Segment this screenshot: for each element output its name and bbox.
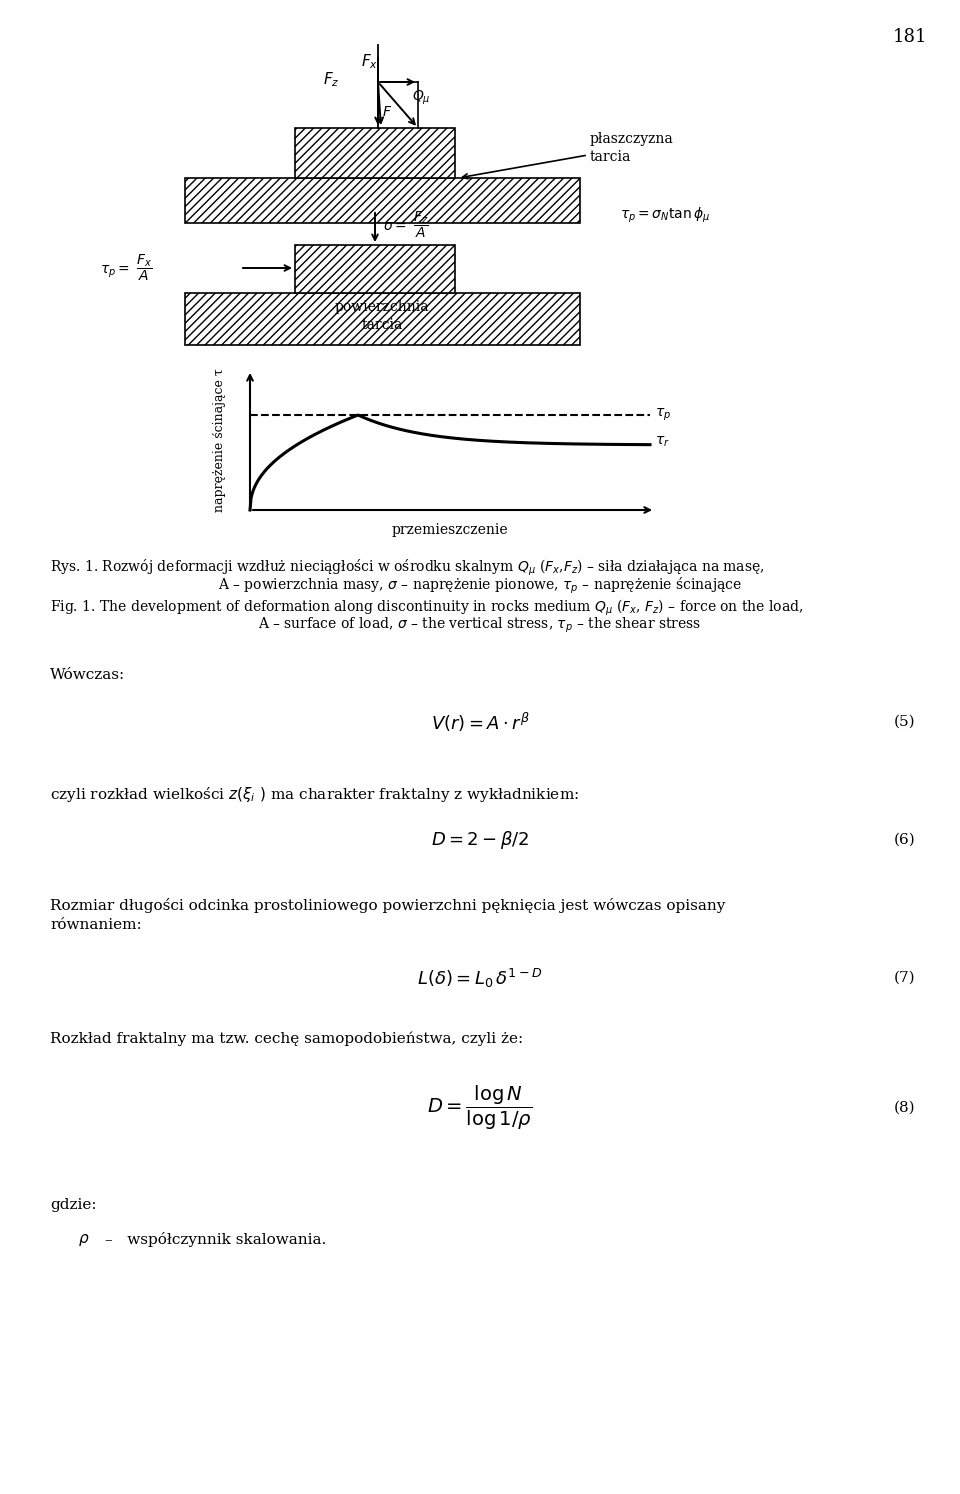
Text: Rys. 1. Rozwój deformacji wzdłuż nieciągłości w ośrodku skalnym $Q_{\mu}$ ($F_x$: Rys. 1. Rozwój deformacji wzdłuż nieciąg… [50, 557, 764, 578]
Text: 181: 181 [893, 28, 927, 46]
Text: powierzchnia
tarcia: powierzchnia tarcia [335, 300, 429, 332]
Bar [295, 128, 455, 178]
Text: przemieszczenie: przemieszczenie [392, 523, 508, 536]
Text: równaniem:: równaniem: [50, 917, 142, 932]
Text: $\tau_p{=}\ \dfrac{F_x}{A}$: $\tau_p{=}\ \dfrac{F_x}{A}$ [100, 252, 153, 284]
Text: Rozmiar długości odcinka prostoliniowego powierzchni pęknięcia jest wówczas opis: Rozmiar długości odcinka prostoliniowego… [50, 898, 726, 913]
Bar [295, 245, 455, 293]
Text: –   współczynnik skalowania.: – współczynnik skalowania. [105, 1233, 326, 1247]
Text: $V(r) = A \cdot r^{\beta}$: $V(r) = A \cdot r^{\beta}$ [430, 711, 530, 734]
Text: $L(\delta) = L_0\,\delta^{1-D}$: $L(\delta) = L_0\,\delta^{1-D}$ [418, 967, 542, 989]
Text: (5): (5) [894, 716, 916, 729]
Text: (7): (7) [894, 971, 916, 985]
Text: płaszczyzna
tarcia: płaszczyzna tarcia [590, 131, 674, 164]
Text: A – surface of load, $\sigma$ – the vertical stress, $\tau_p$ – the shear stress: A – surface of load, $\sigma$ – the vert… [258, 616, 702, 635]
Text: $\tau_p{=}\sigma_N\tan\phi_{\mu}$: $\tau_p{=}\sigma_N\tan\phi_{\mu}$ [620, 205, 710, 224]
Text: $\tau_r$: $\tau_r$ [655, 435, 670, 450]
Text: Wówczas:: Wówczas: [50, 668, 125, 681]
Text: A – powierzchnia masy, $\sigma$ – naprężenie pionowe, $\tau_p$ – naprężenie ścin: A – powierzchnia masy, $\sigma$ – napręż… [218, 577, 742, 596]
Text: $D = 2 - \beta/2$: $D = 2 - \beta/2$ [431, 829, 529, 852]
Text: (8): (8) [894, 1101, 916, 1115]
Bar [185, 293, 580, 345]
Text: $F_x$: $F_x$ [361, 52, 378, 72]
Text: $D = \dfrac{\log N}{\log 1/\rho}$: $D = \dfrac{\log N}{\log 1/\rho}$ [427, 1085, 533, 1132]
Bar [185, 178, 580, 223]
Text: $Q_{\mu}$: $Q_{\mu}$ [412, 88, 431, 108]
Text: $F$: $F$ [382, 105, 392, 120]
Text: Fig. 1. The development of deformation along discontinuity in rocks medium $Q_{\: Fig. 1. The development of deformation a… [50, 598, 804, 619]
Text: $\sigma{=}\ \dfrac{F_z}{A}$: $\sigma{=}\ \dfrac{F_z}{A}$ [383, 209, 429, 241]
Text: $\tau_p$: $\tau_p$ [655, 406, 671, 423]
Text: czyli rozkład wielkości $z(\xi_i\ )$ ma charakter fraktalny z wykładnikiem:: czyli rozkład wielkości $z(\xi_i\ )$ ma … [50, 784, 579, 804]
Text: $\rho$: $\rho$ [78, 1233, 89, 1247]
Text: (6): (6) [894, 834, 916, 847]
Text: $F_z$: $F_z$ [324, 70, 340, 90]
Text: naprężenie ścinające τ: naprężenie ścinające τ [213, 368, 227, 512]
Text: Rozkład fraktalny ma tzw. cechę samopodobieństwa, czyli że:: Rozkład fraktalny ma tzw. cechę samopodo… [50, 1032, 523, 1046]
Text: gdzie:: gdzie: [50, 1198, 97, 1212]
